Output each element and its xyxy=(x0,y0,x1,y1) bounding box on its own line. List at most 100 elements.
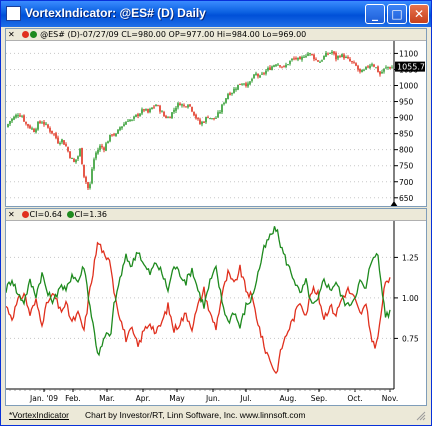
indicator-panel-header: ✕ CI=0.64 CI=1.36 xyxy=(6,209,426,221)
candle-body xyxy=(43,121,45,125)
candle-body xyxy=(209,118,211,120)
candle-body xyxy=(169,117,171,119)
candle-body xyxy=(135,114,137,117)
candle-body xyxy=(77,156,79,159)
candle-body xyxy=(73,158,75,162)
candle-body xyxy=(41,122,43,124)
candle-body xyxy=(147,108,149,113)
candle-body xyxy=(251,79,253,81)
candle-body xyxy=(257,73,259,77)
time-tick-label: Sep. xyxy=(311,394,328,403)
candle-body xyxy=(175,107,177,111)
candle-body xyxy=(345,57,347,59)
indicator-lines xyxy=(6,226,391,375)
last-price-label: 1055.75 xyxy=(397,63,426,72)
candle-body xyxy=(191,106,193,112)
candle-body xyxy=(45,123,47,125)
candle-body xyxy=(237,84,239,90)
price-chart[interactable]: 650700750800850900950100010501100 1055.7… xyxy=(6,41,426,207)
title-bar[interactable]: VortexIndicator: @ES# (D) Daily _ □ ✕ xyxy=(1,1,431,27)
candle-body xyxy=(285,64,287,68)
close-panel-icon[interactable]: ✕ xyxy=(8,210,15,219)
indicator-chart[interactable]: 0.75 1.00 1.25 Jan. '09 Feb. Mar. Apr. May Jun.… xyxy=(6,221,426,406)
candle-body xyxy=(39,121,41,123)
app-icon[interactable] xyxy=(6,6,21,21)
candle-body xyxy=(309,53,311,55)
candle-body xyxy=(287,64,289,66)
candle-body xyxy=(87,182,89,189)
candle-body xyxy=(187,105,189,108)
candle-body xyxy=(263,73,265,75)
candle-body xyxy=(189,104,191,107)
candle-body xyxy=(51,130,53,134)
candle-body xyxy=(235,88,237,90)
candle-body xyxy=(327,53,329,55)
candle-body xyxy=(27,124,29,127)
legend-red-label: CI=0.64 xyxy=(29,210,63,219)
candle-body xyxy=(35,129,37,133)
price-panel: ✕ @ES# (D)-07/27/09 CL=980.00 OP=977.00 … xyxy=(5,28,427,207)
candle-body xyxy=(353,62,355,64)
resize-grip-icon[interactable] xyxy=(415,410,426,421)
candle-body xyxy=(183,104,185,106)
candle-body xyxy=(127,120,129,122)
minimize-button[interactable]: _ xyxy=(365,4,385,24)
indicator-tick-label: 1.00 xyxy=(402,294,419,303)
indicator-link[interactable]: *VortexIndicator xyxy=(9,410,70,420)
candle-body xyxy=(7,124,9,128)
candle-body xyxy=(349,58,351,62)
candle-body xyxy=(313,54,315,60)
candle-body xyxy=(57,137,59,144)
candle-body xyxy=(201,121,203,125)
candle-body xyxy=(387,66,389,68)
candle-body xyxy=(265,70,267,74)
credit-text: Chart by Investor/RT, Linn Software, Inc… xyxy=(85,410,306,420)
time-tick-label: Aug. xyxy=(279,394,296,403)
candle-body xyxy=(275,64,277,66)
time-tick-label: Feb. xyxy=(65,394,81,403)
maximize-button[interactable]: □ xyxy=(387,4,407,24)
candle-body xyxy=(21,116,23,118)
time-tick-label: Mar. xyxy=(99,394,115,403)
candle-body xyxy=(281,66,283,68)
price-candles xyxy=(7,49,393,191)
candle-body xyxy=(323,55,325,60)
time-tick-label: Jul. xyxy=(239,394,251,403)
close-button[interactable]: ✕ xyxy=(409,4,429,24)
close-panel-icon[interactable]: ✕ xyxy=(8,30,15,39)
candle-body xyxy=(197,118,199,120)
candle-body xyxy=(159,105,161,112)
candle-body xyxy=(299,56,301,60)
candle-body xyxy=(217,112,219,118)
candle-body xyxy=(161,111,163,113)
candle-body xyxy=(207,117,209,119)
candle-body xyxy=(243,83,245,85)
last-price-tag xyxy=(395,61,425,72)
candle-body xyxy=(253,74,255,79)
time-tick-label: Jan. '09 xyxy=(29,394,58,403)
candle-body xyxy=(329,52,331,54)
candle-body xyxy=(53,133,55,135)
candle-body xyxy=(241,84,243,86)
candle-body xyxy=(149,108,151,113)
candle-body xyxy=(239,83,241,85)
candle-body xyxy=(31,128,33,130)
candle-body xyxy=(339,56,341,58)
candle-body xyxy=(355,63,357,66)
candle-body xyxy=(83,164,85,177)
candle-body xyxy=(145,109,147,111)
price-panel-header: ✕ @ES# (D)-07/27/09 CL=980.00 OP=977.00 … xyxy=(6,29,426,41)
candle-body xyxy=(167,117,169,119)
down-color-dot xyxy=(29,31,37,38)
candle-body xyxy=(129,119,131,122)
candle-body xyxy=(307,53,309,56)
candle-body xyxy=(369,65,371,69)
candle-body xyxy=(143,109,145,111)
candle-body xyxy=(123,124,125,127)
candle-body xyxy=(227,94,229,100)
candle-body xyxy=(311,54,313,56)
candle-body xyxy=(105,143,107,151)
candle-body xyxy=(211,118,213,120)
candle-body xyxy=(173,109,175,112)
